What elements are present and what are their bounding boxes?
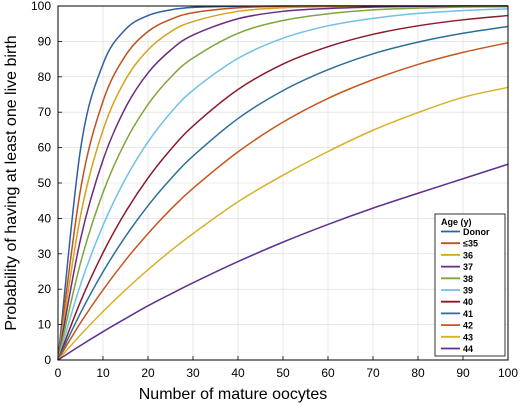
series-line-age-44 xyxy=(57,163,509,361)
legend-label: 36 xyxy=(463,250,473,260)
legend-title: Age (y) xyxy=(441,217,472,227)
y-tick-label: 70 xyxy=(38,105,52,119)
legend-box xyxy=(434,213,506,357)
x-tick-label: 20 xyxy=(141,366,155,380)
series-line-age-38 xyxy=(57,5,509,361)
y-tick-label: 100 xyxy=(31,0,51,13)
y-axis-title: Probability of having at least one live … xyxy=(3,35,20,330)
x-tick-label: 50 xyxy=(276,366,290,380)
y-tick-label: 10 xyxy=(38,318,52,332)
legend-label: 44 xyxy=(463,344,473,354)
y-tick-label: 80 xyxy=(38,70,52,84)
legend-label: ≤35 xyxy=(463,239,478,249)
x-tick-label: 40 xyxy=(231,366,245,380)
y-tick-label: 40 xyxy=(38,211,52,225)
legend-label: 37 xyxy=(463,262,473,272)
series-line-age-41 xyxy=(57,25,509,361)
x-tick-label: 30 xyxy=(186,366,200,380)
x-tick-label: 100 xyxy=(498,366,518,380)
y-tick-label: 0 xyxy=(44,353,51,367)
x-tick-label: 0 xyxy=(55,366,62,380)
legend-label: 41 xyxy=(463,309,473,319)
legend-label: Donor xyxy=(463,227,490,237)
x-tick-label: 70 xyxy=(366,366,380,380)
legend-label: 38 xyxy=(463,274,473,284)
y-tick-label: 90 xyxy=(38,34,52,48)
legend-label: 39 xyxy=(463,286,473,296)
y-tick-label: 60 xyxy=(38,141,52,155)
x-tick-label: 80 xyxy=(411,366,425,380)
y-tick-label: 30 xyxy=(38,247,52,261)
series-line-age-40 xyxy=(57,14,509,361)
series-line-age-43 xyxy=(57,86,509,361)
series-line-age-39 xyxy=(57,8,509,361)
x-tick-label: 60 xyxy=(321,366,335,380)
series-line-age-42 xyxy=(57,42,509,361)
x-axis-title: Number of mature oocytes xyxy=(139,386,328,403)
legend-label: 40 xyxy=(463,297,473,307)
y-tick-label: 50 xyxy=(38,176,52,190)
x-tick-label: 10 xyxy=(96,366,110,380)
x-tick-label: 90 xyxy=(456,366,470,380)
legend-label: 42 xyxy=(463,321,473,331)
y-tick-label: 20 xyxy=(38,282,52,296)
legend-label: 43 xyxy=(463,332,473,342)
y-axis: 0 10 20 30 40 50 60 70 80 90 100 xyxy=(31,0,62,367)
x-axis: 0 10 20 30 40 50 60 70 80 90 100 xyxy=(55,356,518,380)
